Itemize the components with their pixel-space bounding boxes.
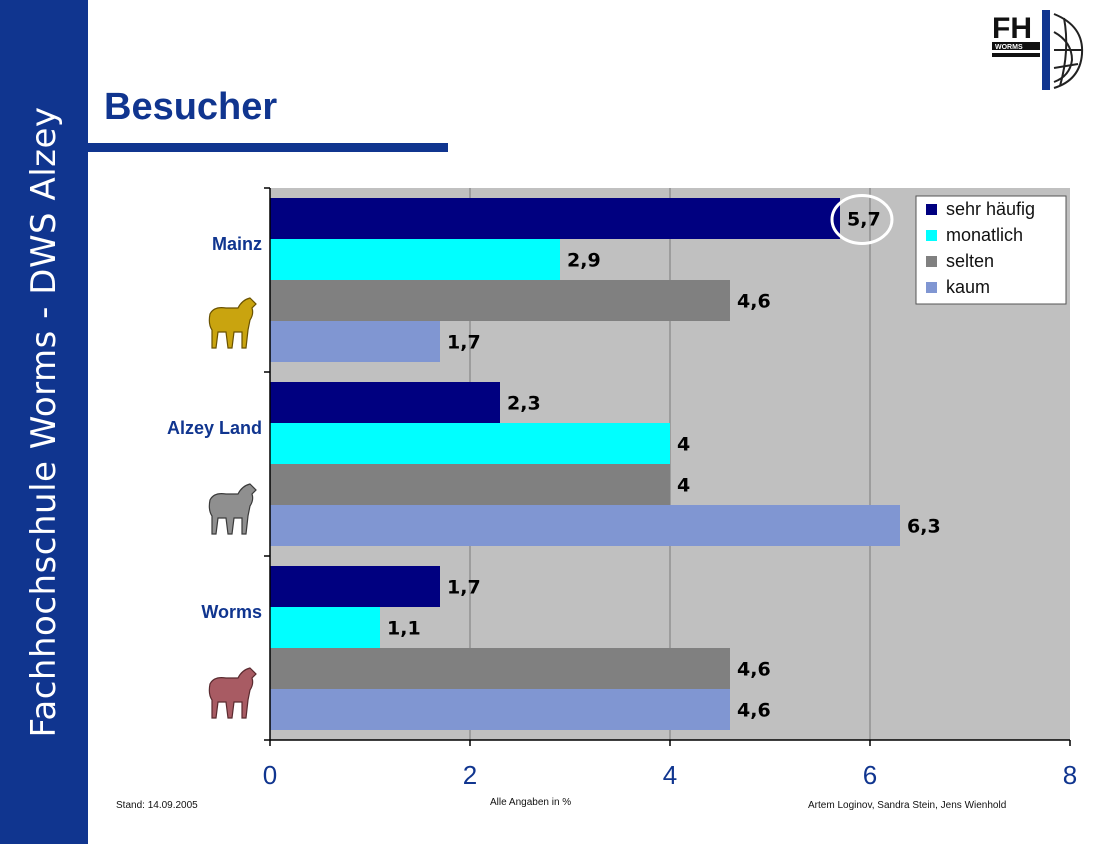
bar-worms-kaum: [270, 689, 730, 730]
legend-swatch-sehr-haeufig: [926, 204, 937, 215]
horse-icon-red: [208, 667, 257, 719]
bar-worms-monatlich: [270, 607, 380, 648]
data-label: 4,6: [737, 291, 771, 313]
highlight-ring: [830, 194, 894, 245]
data-label: 6,3: [907, 516, 941, 538]
footer-note: Alle Angaben in %: [490, 797, 572, 808]
bar-mainz-selten: [270, 280, 730, 321]
bar-mainz-sehr-haeufig: [270, 198, 840, 239]
fh-worms-logo: FH WORMS: [992, 10, 1084, 90]
bar-alzey-land-kaum: [270, 505, 900, 546]
bar-worms-sehr-haeufig: [270, 566, 440, 607]
x-tick-label: 4: [663, 760, 677, 790]
bar-alzey-land-selten: [270, 464, 670, 505]
data-label: 2,3: [507, 393, 541, 415]
horse-icon-gold: [208, 297, 257, 349]
x-tick-label: 8: [1063, 760, 1077, 790]
bar-mainz-kaum: [270, 321, 440, 362]
horse-icon-silver: [208, 483, 257, 535]
x-tick-label: 0: [263, 760, 277, 790]
data-label: 2,9: [567, 250, 601, 272]
sidebar: Fachhochschule Worms - DWS Alzey: [0, 0, 88, 844]
category-label: Mainz: [212, 234, 262, 254]
bar-alzey-land-sehr-haeufig: [270, 382, 500, 423]
logo-subtext: WORMS: [995, 44, 1023, 51]
legend-swatch-monatlich: [926, 230, 937, 241]
data-label: 4,6: [737, 659, 771, 681]
data-label: 4: [677, 475, 690, 497]
bar-alzey-land-monatlich: [270, 423, 670, 464]
x-tick-label: 2: [463, 760, 477, 790]
category-label: Worms: [201, 602, 262, 622]
legend-label: monatlich: [946, 225, 1023, 245]
data-label: 4,6: [737, 700, 771, 722]
legend-label: selten: [946, 251, 994, 271]
data-label: 5,7: [847, 209, 881, 231]
footer-date: Stand: 14.09.2005: [116, 800, 198, 811]
data-label: 1,7: [447, 332, 481, 354]
legend-label: sehr häufig: [946, 199, 1035, 219]
category-label: Alzey Land: [167, 418, 262, 438]
data-label: 4: [677, 434, 690, 456]
logo-text: FH: [992, 12, 1032, 45]
title-underline: [88, 143, 448, 152]
legend-swatch-selten: [926, 256, 937, 267]
data-label: 1,1: [387, 618, 421, 640]
x-tick-label: 6: [863, 760, 877, 790]
legend: [915, 195, 1067, 305]
footer-authors: Artem Loginov, Sandra Stein, Jens Wienho…: [808, 800, 1007, 811]
legend-swatch-kaum: [926, 282, 937, 293]
page-title: Besucher: [104, 86, 278, 128]
bar-worms-selten: [270, 648, 730, 689]
legend-label: kaum: [946, 277, 990, 297]
bar-mainz-monatlich: [270, 239, 560, 280]
data-label: 1,7: [447, 577, 481, 599]
